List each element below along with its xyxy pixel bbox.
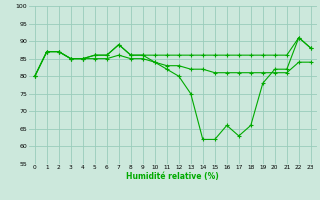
X-axis label: Humidité relative (%): Humidité relative (%) — [126, 172, 219, 181]
